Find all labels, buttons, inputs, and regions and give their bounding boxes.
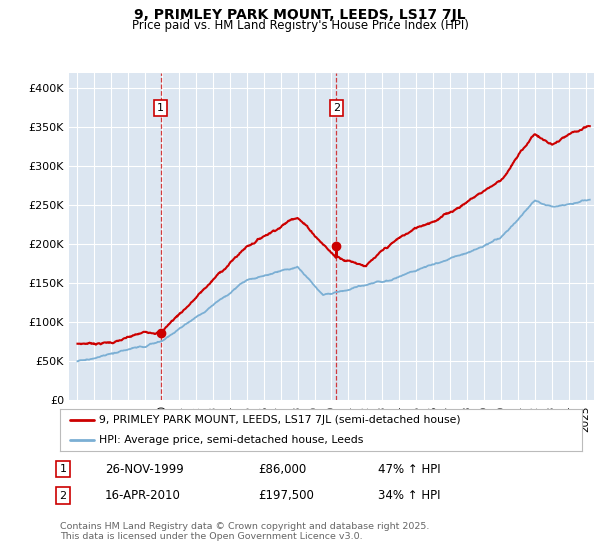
Text: 1: 1 (157, 103, 164, 113)
Text: HPI: Average price, semi-detached house, Leeds: HPI: Average price, semi-detached house,… (99, 435, 364, 445)
Text: £197,500: £197,500 (258, 489, 314, 502)
Text: 2: 2 (59, 491, 67, 501)
Text: 9, PRIMLEY PARK MOUNT, LEEDS, LS17 7JL (semi-detached house): 9, PRIMLEY PARK MOUNT, LEEDS, LS17 7JL (… (99, 415, 461, 425)
Text: 9, PRIMLEY PARK MOUNT, LEEDS, LS17 7JL: 9, PRIMLEY PARK MOUNT, LEEDS, LS17 7JL (134, 8, 466, 22)
Text: 1: 1 (59, 464, 67, 474)
Text: 2: 2 (333, 103, 340, 113)
Text: 47% ↑ HPI: 47% ↑ HPI (378, 463, 440, 476)
Text: Contains HM Land Registry data © Crown copyright and database right 2025.
This d: Contains HM Land Registry data © Crown c… (60, 522, 430, 542)
Text: 16-APR-2010: 16-APR-2010 (105, 489, 181, 502)
Text: 34% ↑ HPI: 34% ↑ HPI (378, 489, 440, 502)
Text: 26-NOV-1999: 26-NOV-1999 (105, 463, 184, 476)
Text: Price paid vs. HM Land Registry's House Price Index (HPI): Price paid vs. HM Land Registry's House … (131, 19, 469, 32)
Text: £86,000: £86,000 (258, 463, 306, 476)
